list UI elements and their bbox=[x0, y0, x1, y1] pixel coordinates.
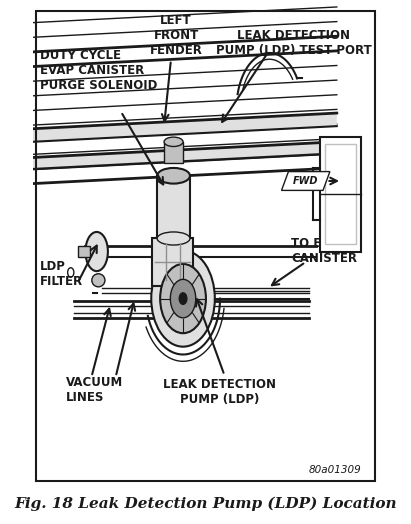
Text: FWD: FWD bbox=[293, 176, 319, 186]
Text: TO EVAP
CANISTER: TO EVAP CANISTER bbox=[291, 237, 357, 265]
Ellipse shape bbox=[164, 137, 183, 147]
Circle shape bbox=[160, 264, 206, 333]
Text: VACUUM
LINES: VACUUM LINES bbox=[66, 376, 123, 404]
Text: LEAK DETECTION
PUMP (LDP) TEST PORT: LEAK DETECTION PUMP (LDP) TEST PORT bbox=[216, 29, 372, 57]
Text: LDP
FILTER: LDP FILTER bbox=[39, 260, 83, 288]
Bar bbox=[157, 176, 190, 238]
Polygon shape bbox=[33, 113, 337, 142]
Bar bbox=[152, 238, 194, 286]
Bar bbox=[78, 246, 90, 257]
Text: LEAK DETECTION
PUMP (LDP): LEAK DETECTION PUMP (LDP) bbox=[163, 378, 276, 406]
Text: Fig. 18 Leak Detection Pump (LDP) Location: Fig. 18 Leak Detection Pump (LDP) Locati… bbox=[14, 496, 397, 511]
Bar bbox=[325, 145, 356, 244]
Polygon shape bbox=[33, 142, 337, 169]
Circle shape bbox=[170, 279, 196, 318]
Text: 80a01309: 80a01309 bbox=[308, 465, 361, 475]
Ellipse shape bbox=[92, 274, 105, 287]
Circle shape bbox=[179, 293, 187, 304]
Polygon shape bbox=[282, 171, 330, 190]
Ellipse shape bbox=[85, 232, 108, 271]
Bar bbox=[164, 142, 183, 163]
Bar bbox=[319, 137, 361, 252]
Ellipse shape bbox=[157, 168, 190, 183]
Circle shape bbox=[151, 250, 215, 347]
Ellipse shape bbox=[157, 232, 190, 245]
Text: LEFT
FRONT
FENDER: LEFT FRONT FENDER bbox=[150, 14, 203, 57]
Text: DUTY CYCLE
EVAP CANISTER
PURGE SOLENOID: DUTY CYCLE EVAP CANISTER PURGE SOLENOID bbox=[39, 49, 157, 92]
